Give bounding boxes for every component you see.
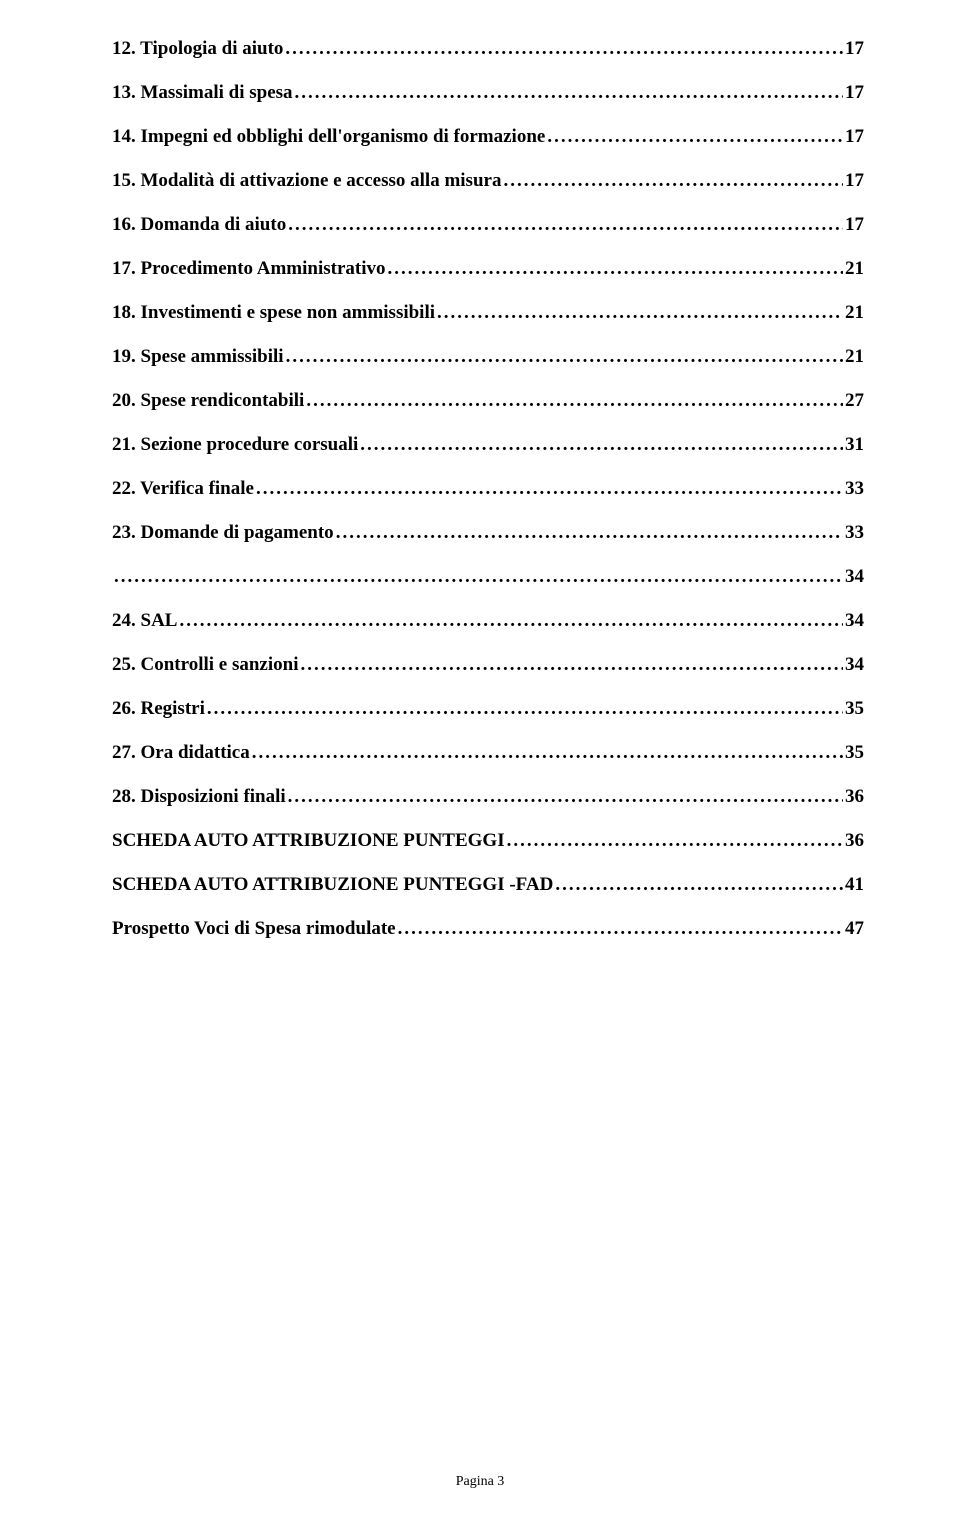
toc-entry-label: 23. Domande di pagamento — [112, 522, 334, 544]
toc-entry-label: 27. Ora didattica — [112, 742, 250, 764]
toc-entry-page: 31 — [845, 434, 864, 456]
toc-entry-page: 34 — [845, 654, 864, 676]
toc-entry-page: 41 — [845, 874, 864, 896]
toc-entry-page: 17 — [845, 38, 864, 60]
toc-entry-label: 17. Procedimento Amministrativo — [112, 258, 386, 280]
toc-entry-label: 22. Verifica finale — [112, 478, 254, 500]
toc-entry: SCHEDA AUTO ATTRIBUZIONE PUNTEGGI -FAD..… — [112, 874, 864, 896]
toc-leader-dots: ........................................… — [398, 918, 843, 940]
toc-entry: 27. Ora didattica.......................… — [112, 742, 864, 764]
toc-entry: 26. Registri............................… — [112, 698, 864, 720]
toc-entry: 16. Domanda di aiuto....................… — [112, 214, 864, 236]
toc-entry: 23. Domande di pagamento................… — [112, 522, 864, 544]
toc-entry-label: SCHEDA AUTO ATTRIBUZIONE PUNTEGGI — [112, 830, 505, 852]
toc-entry: 15. Modalità di attivazione e accesso al… — [112, 170, 864, 192]
toc-entry: ........................................… — [112, 566, 864, 588]
toc-entry-label: 24. SAL — [112, 610, 177, 632]
toc-entry-page: 17 — [845, 82, 864, 104]
toc-entry-label: Prospetto Voci di Spesa rimodulate — [112, 918, 396, 940]
toc-leader-dots: ........................................… — [388, 258, 843, 280]
toc-leader-dots: ........................................… — [295, 82, 843, 104]
toc-entry-page: 33 — [845, 478, 864, 500]
toc-entry-page: 17 — [845, 170, 864, 192]
toc-entry: 24. SAL.................................… — [112, 610, 864, 632]
toc-entry: 20. Spese rendicontabili................… — [112, 390, 864, 412]
toc-leader-dots: ........................................… — [503, 170, 843, 192]
toc-entry-page: 33 — [845, 522, 864, 544]
toc-entry: 21. Sezione procedure corsuali..........… — [112, 434, 864, 456]
page-footer: Pagina 3 — [0, 1474, 960, 1490]
toc-entry-label: 15. Modalità di attivazione e accesso al… — [112, 170, 501, 192]
toc-leader-dots: ........................................… — [286, 346, 843, 368]
toc-entry-label: 18. Investimenti e spese non ammissibili — [112, 302, 435, 324]
toc-leader-dots: ........................................… — [256, 478, 843, 500]
toc-entry-label: 25. Controlli e sanzioni — [112, 654, 299, 676]
toc-entry-label: 16. Domanda di aiuto — [112, 214, 286, 236]
toc-leader-dots: ........................................… — [179, 610, 843, 632]
toc-entry: 28. Disposizioni finali.................… — [112, 786, 864, 808]
toc-entry-page: 17 — [845, 214, 864, 236]
toc-entry-page: 21 — [845, 346, 864, 368]
toc-entry: 25. Controlli e sanzioni................… — [112, 654, 864, 676]
toc-entry-label: 14. Impegni ed obblighi dell'organismo d… — [112, 126, 545, 148]
toc-entry-page: 21 — [845, 302, 864, 324]
toc-entry-label: 20. Spese rendicontabili — [112, 390, 304, 412]
page-number: Pagina 3 — [456, 1474, 505, 1489]
toc-entry-page: 47 — [845, 918, 864, 940]
toc-entry-page: 34 — [845, 566, 864, 588]
toc-leader-dots: ........................................… — [285, 38, 843, 60]
toc-entry-page: 17 — [845, 126, 864, 148]
toc-entry-page: 21 — [845, 258, 864, 280]
toc-leader-dots: ........................................… — [555, 874, 843, 896]
toc-entry: 14. Impegni ed obblighi dell'organismo d… — [112, 126, 864, 148]
toc-leader-dots: ........................................… — [507, 830, 843, 852]
toc-entry-page: 36 — [845, 786, 864, 808]
toc-leader-dots: ........................................… — [336, 522, 843, 544]
toc-entry: 18. Investimenti e spese non ammissibili… — [112, 302, 864, 324]
table-of-contents: 12. Tipologia di aiuto..................… — [112, 32, 864, 940]
toc-entry-page: 35 — [845, 698, 864, 720]
toc-leader-dots: ........................................… — [288, 214, 843, 236]
toc-entry: 17. Procedimento Amministrativo.........… — [112, 258, 864, 280]
toc-entry-page: 35 — [845, 742, 864, 764]
toc-entry-label: 12. Tipologia di aiuto — [112, 38, 283, 60]
toc-entry-label: 19. Spese ammissibili — [112, 346, 284, 368]
toc-leader-dots: ........................................… — [437, 302, 843, 324]
toc-entry-label: 21. Sezione procedure corsuali — [112, 434, 358, 456]
toc-leader-dots: ........................................… — [207, 698, 843, 720]
toc-entry: 19. Spese ammissibili...................… — [112, 346, 864, 368]
toc-entry: 13. Massimali di spesa..................… — [112, 82, 864, 104]
toc-entry-label: 13. Massimali di spesa — [112, 82, 293, 104]
toc-entry-label: 26. Registri — [112, 698, 205, 720]
toc-leader-dots: ........................................… — [301, 654, 844, 676]
toc-entry-page: 27 — [845, 390, 864, 412]
toc-entry-label: SCHEDA AUTO ATTRIBUZIONE PUNTEGGI -FAD — [112, 874, 553, 896]
toc-leader-dots: ........................................… — [306, 390, 843, 412]
toc-leader-dots: ........................................… — [288, 786, 843, 808]
toc-entry-label: 28. Disposizioni finali — [112, 786, 286, 808]
toc-entry: 12. Tipologia di aiuto..................… — [112, 38, 864, 60]
toc-entry-page: 36 — [845, 830, 864, 852]
toc-entry-page: 34 — [845, 610, 864, 632]
toc-leader-dots: ........................................… — [252, 742, 843, 764]
toc-leader-dots: ........................................… — [360, 434, 843, 456]
toc-leader-dots: ........................................… — [114, 566, 843, 588]
toc-entry: SCHEDA AUTO ATTRIBUZIONE PUNTEGGI.......… — [112, 830, 864, 852]
toc-leader-dots: ........................................… — [547, 126, 843, 148]
toc-entry: Prospetto Voci di Spesa rimodulate......… — [112, 918, 864, 940]
toc-entry: 22. Verifica finale.....................… — [112, 478, 864, 500]
